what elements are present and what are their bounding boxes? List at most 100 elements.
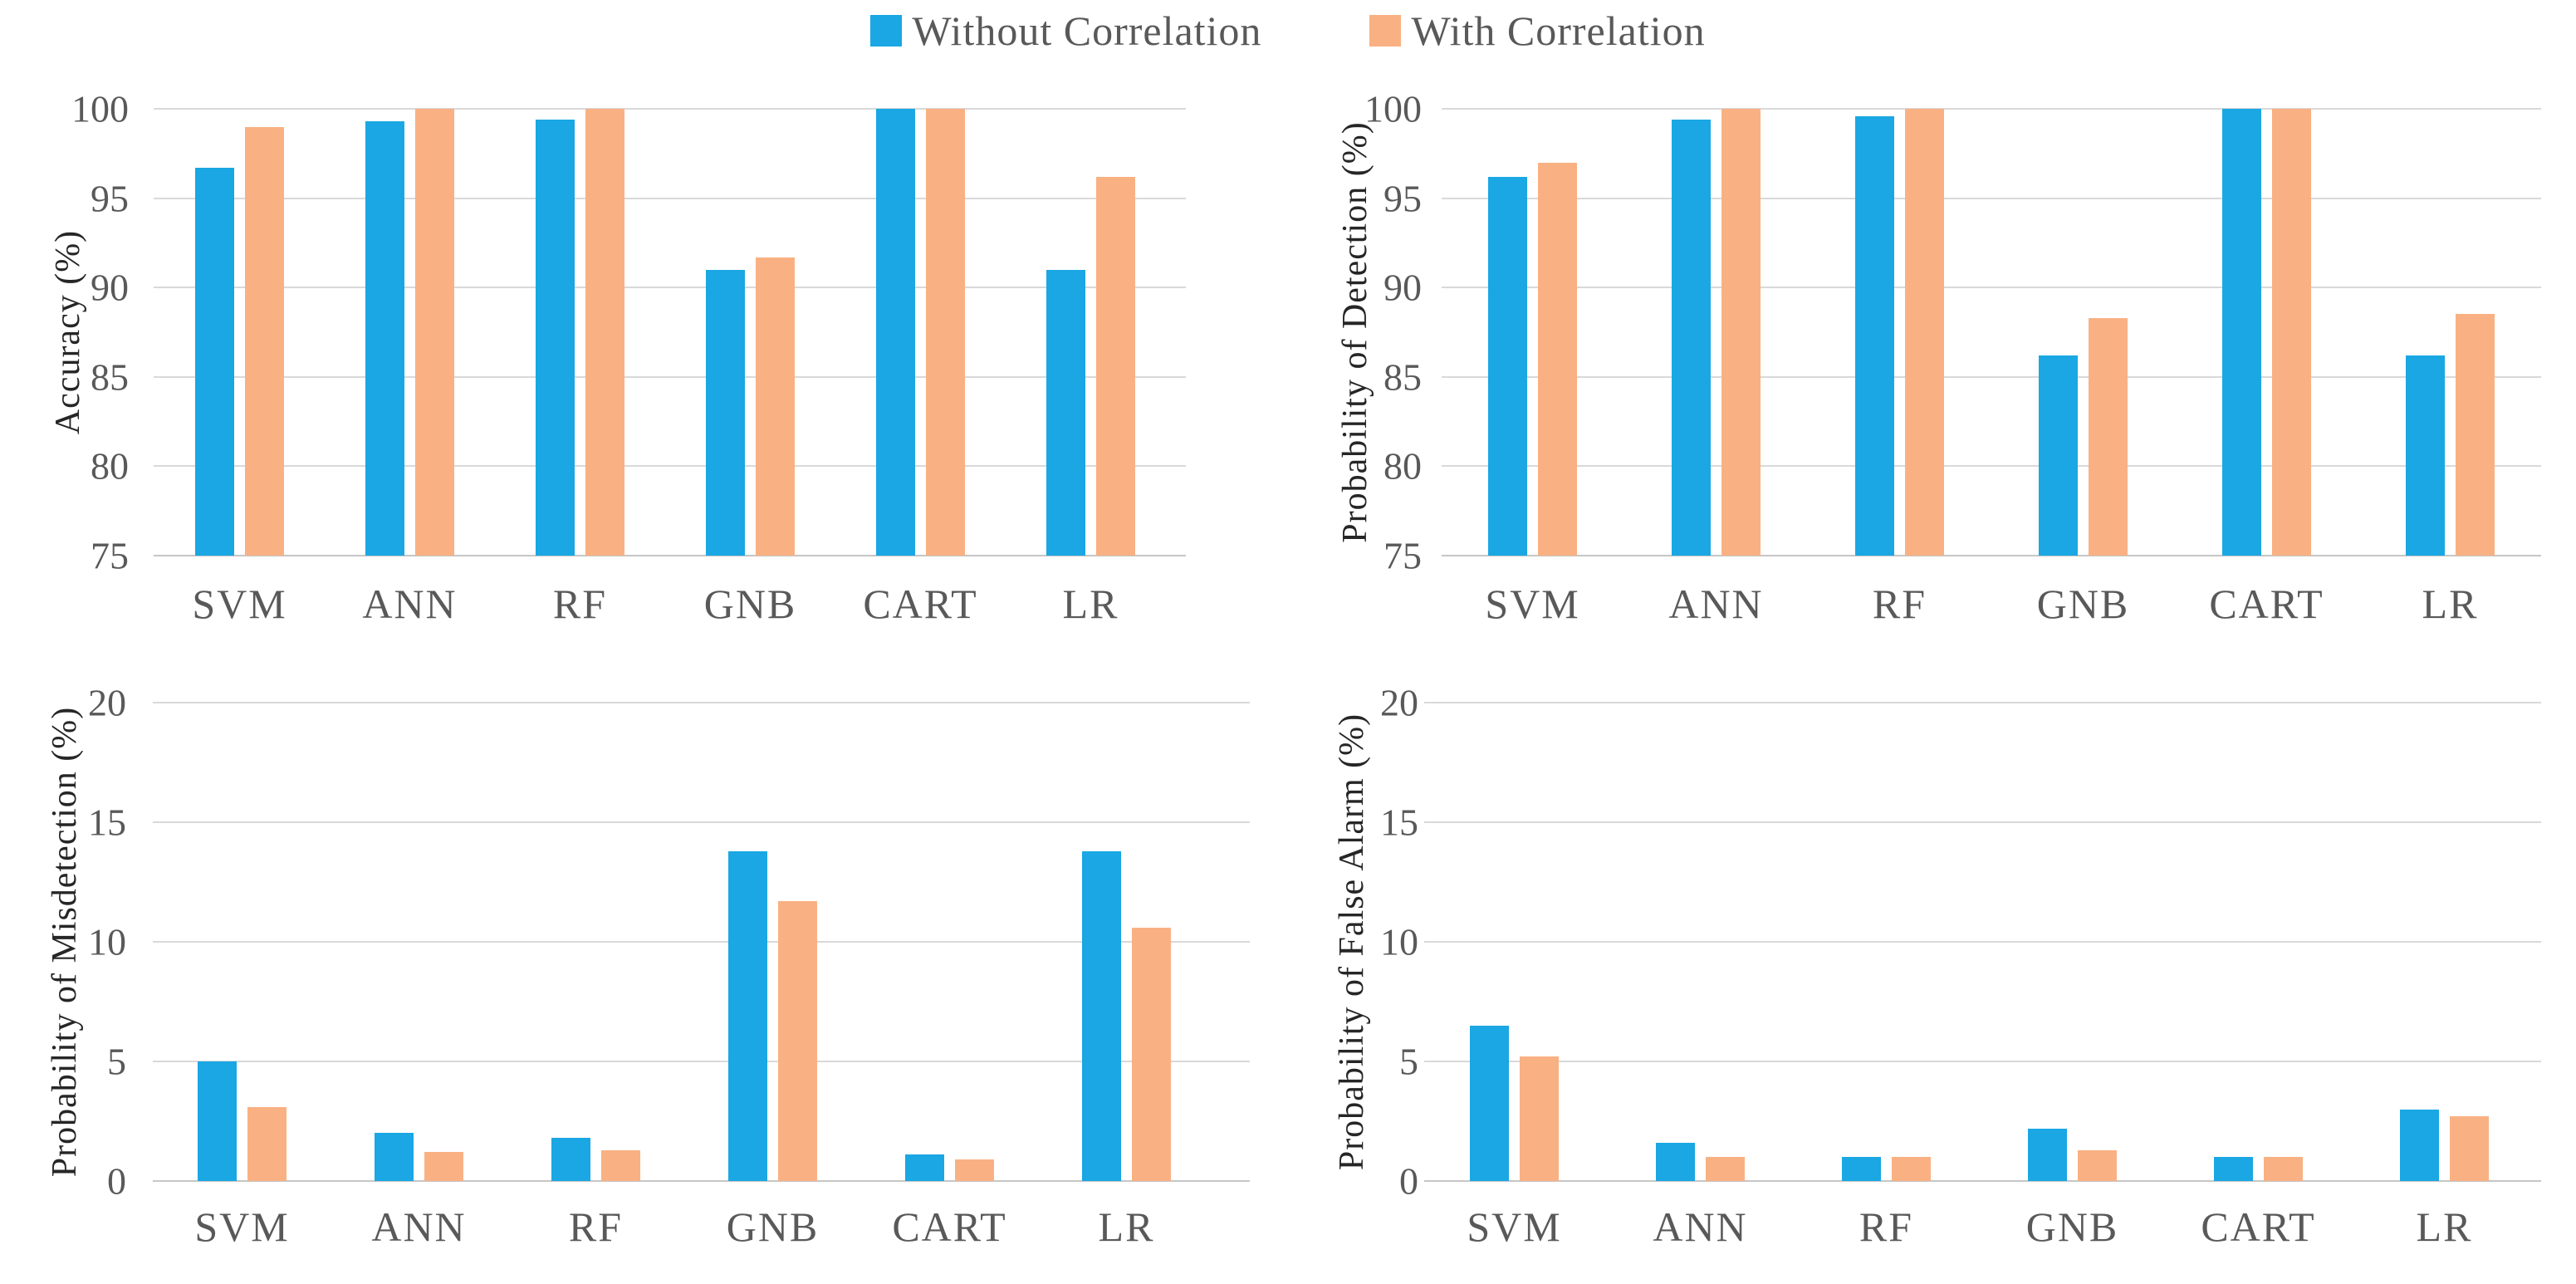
legend-swatch-without-correlation-icon [870,15,903,47]
bar-ann-with-correlation [415,109,454,556]
gridline-y-15 [153,821,1250,823]
gridline-y-15 [1424,821,2541,823]
x-category-label-cart: CART [2209,581,2324,627]
bar-rf-without-correlation [1842,1157,1881,1181]
bar-lr-with-correlation [1132,927,1171,1181]
y-tick-label: 95 [91,177,129,220]
x-category-label-rf: RF [568,1203,624,1250]
bar-ann-without-correlation [365,121,404,556]
bar-cart-with-correlation [926,109,965,556]
bar-gnb-with-correlation [2078,1149,2117,1181]
bar-gnb-without-correlation [706,269,745,556]
gridline-y-80 [154,465,1186,468]
legend-item-without-correlation: Without Correlation [870,7,1261,55]
x-category-label-gnb: GNB [703,581,797,627]
bar-ann-with-correlation [1706,1157,1745,1181]
gridline-y-90 [1442,287,2541,289]
x-category-label-rf: RF [1859,1203,1914,1250]
bar-rf-with-correlation [1905,109,1944,556]
gridline-y-0 [1424,1180,2541,1182]
y-tick-label: 95 [1383,177,1422,220]
bar-rf-with-correlation [1892,1157,1931,1181]
bar-rf-with-correlation [601,1149,640,1181]
gridline-y-10 [153,941,1250,943]
y-tick-label: 15 [1380,801,1418,844]
gridline-y-20 [1424,702,2541,703]
bar-gnb-with-correlation [2089,317,2128,556]
x-category-label-rf: RF [1872,581,1927,627]
bar-ann-with-correlation [1721,109,1761,556]
bar-gnb-without-correlation [2028,1128,2067,1181]
y-tick-label: 20 [88,681,126,724]
bar-svm-without-correlation [198,1061,237,1181]
x-category-label-lr: LR [1062,581,1119,627]
gridline-y-80 [1442,465,2541,468]
bar-ann-without-correlation [375,1133,414,1181]
gridline-y-85 [154,375,1186,378]
x-category-label-gnb: GNB [726,1203,820,1250]
x-category-label-lr: LR [2416,1203,2473,1250]
gridline-y-0 [153,1180,1250,1182]
gridline-y-75 [1442,555,2541,556]
y-axis-title: Accuracy (%) [49,229,87,435]
bar-rf-without-correlation [551,1138,590,1181]
y-tick-label: 75 [1383,534,1422,577]
bar-gnb-without-correlation [728,850,767,1181]
x-category-label-lr: LR [1098,1203,1155,1250]
y-tick-label: 5 [1399,1040,1418,1083]
bar-rf-without-correlation [536,119,575,556]
legend-swatch-with-correlation-icon [1369,15,1402,47]
bar-svm-with-correlation [1538,162,1577,556]
gridline-y-100 [154,108,1186,110]
y-tick-label: 100 [1364,87,1422,130]
bar-svm-with-correlation [247,1106,286,1181]
y-tick-label: 75 [91,534,129,577]
y-axis-title: Probability of Misdetection (%) [46,706,84,1178]
bar-lr-without-correlation [1082,850,1121,1181]
x-category-label-cart: CART [2201,1203,2316,1250]
legend-item-with-correlation: With Correlation [1369,7,1705,55]
bar-svm-without-correlation [1470,1025,1509,1181]
gridline-y-85 [1442,375,2541,378]
gridline-y-5 [153,1061,1250,1062]
x-category-label-svm: SVM [1467,1203,1562,1250]
bar-ann-without-correlation [1656,1142,1695,1181]
bar-rf-with-correlation [585,109,624,556]
gridline-y-95 [154,197,1186,199]
gridline-y-5 [1424,1061,2541,1062]
bar-svm-without-correlation [1488,176,1527,556]
x-category-label-svm: SVM [192,581,287,627]
bar-cart-without-correlation [2214,1157,2253,1181]
bar-svm-without-correlation [195,168,234,556]
gridline-y-20 [153,702,1250,703]
y-axis-title: Probability of False Alarm (%) [1333,713,1371,1171]
y-tick-label: 10 [88,920,126,963]
bar-cart-with-correlation [955,1159,994,1181]
bar-cart-without-correlation [905,1154,944,1181]
bar-lr-with-correlation [2450,1116,2489,1181]
bar-lr-without-correlation [1046,269,1085,556]
x-category-label-cart: CART [892,1203,1007,1250]
bar-cart-with-correlation [2272,109,2311,556]
y-tick-label: 80 [91,444,129,488]
y-tick-label: 85 [1383,355,1422,399]
x-category-label-gnb: GNB [2036,581,2130,627]
bar-rf-without-correlation [1855,115,1894,556]
bar-cart-without-correlation [876,109,915,556]
x-category-label-svm: SVM [1485,581,1580,627]
x-category-label-lr: LR [2422,581,2479,627]
x-category-label-gnb: GNB [2025,1203,2119,1250]
gridline-y-100 [1442,108,2541,110]
gridline-y-90 [154,287,1186,289]
bar-gnb-with-correlation [756,257,795,556]
legend-label-with-correlation: With Correlation [1411,7,1706,54]
y-tick-label: 85 [91,355,129,399]
bar-ann-without-correlation [1672,119,1711,556]
x-category-label-svm: SVM [194,1203,290,1250]
bar-lr-with-correlation [2456,314,2495,556]
y-tick-label: 0 [107,1159,126,1203]
